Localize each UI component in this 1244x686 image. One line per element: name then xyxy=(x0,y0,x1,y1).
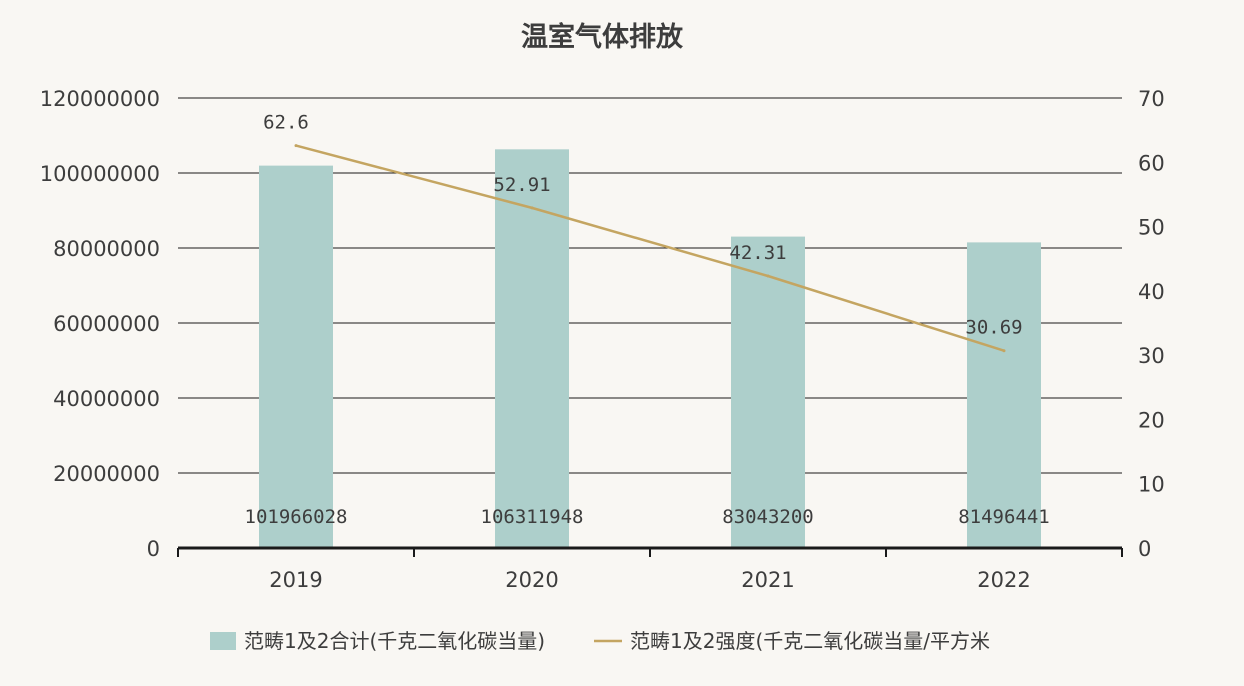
line-path xyxy=(295,144,1005,352)
legend-swatch-bar xyxy=(210,632,236,650)
legend: 范畴1及2合计(千克二氧化碳当量) 范畴1及2强度(千克二氧化碳当量/平方米 xyxy=(210,629,990,653)
line-series xyxy=(294,144,1006,353)
x-tick-label: 2020 xyxy=(505,568,558,592)
bar xyxy=(731,236,805,548)
y-right-tick-label: 0 xyxy=(1138,537,1151,561)
bar xyxy=(259,165,333,549)
y-right-tick-label: 30 xyxy=(1138,344,1165,368)
axes: 0 20000000 40000000 60000000 80000000 1000000… xyxy=(40,87,1165,592)
line-point xyxy=(530,206,534,210)
line-point xyxy=(294,144,298,148)
line-value-label: 62.6 xyxy=(263,112,309,134)
line-point xyxy=(766,274,770,278)
y-left-tick-label: 120000000 xyxy=(40,87,160,111)
y-left-tick-label: 100000000 xyxy=(40,162,160,186)
y-left-tick-label: 80000000 xyxy=(53,237,160,261)
line-value-label: 30.69 xyxy=(965,317,1022,339)
data-labels: 101966028 106311948 83043200 81496441 62.6 52… xyxy=(245,112,1050,528)
chart-title: 温室气体排放 xyxy=(521,21,684,53)
y-right-tick-label: 10 xyxy=(1138,473,1165,497)
y-left-tick-label: 40000000 xyxy=(53,387,160,411)
bar-value-label: 83043200 xyxy=(722,506,814,528)
bar-value-label: 101966028 xyxy=(245,506,348,528)
y-left-tick-label: 0 xyxy=(147,537,160,561)
y-right-tick-label: 70 xyxy=(1138,87,1165,111)
x-tick-label: 2022 xyxy=(977,568,1030,592)
legend-label-line: 范畴1及2强度(千克二氧化碳当量/平方米 xyxy=(630,629,990,653)
y-left-tick-label: 60000000 xyxy=(53,312,160,336)
y-left-tick-label: 20000000 xyxy=(53,462,160,486)
gridlines xyxy=(178,97,1122,474)
bar-value-label: 106311948 xyxy=(481,506,584,528)
line-value-label: 52.91 xyxy=(493,174,550,196)
bar xyxy=(967,242,1041,548)
line-value-label: 42.31 xyxy=(729,242,786,264)
bar-series xyxy=(259,149,1041,549)
x-tick-label: 2021 xyxy=(741,568,794,592)
y-right-tick-label: 40 xyxy=(1138,280,1165,304)
y-right-tick-label: 60 xyxy=(1138,151,1165,175)
legend-label-bar: 范畴1及2合计(千克二氧化碳当量) xyxy=(244,629,545,653)
x-tick-label: 2019 xyxy=(269,568,322,592)
bar-value-label: 81496441 xyxy=(958,506,1050,528)
y-right-tick-label: 20 xyxy=(1138,408,1165,432)
line-point xyxy=(1002,349,1006,353)
y-right-tick-label: 50 xyxy=(1138,216,1165,240)
